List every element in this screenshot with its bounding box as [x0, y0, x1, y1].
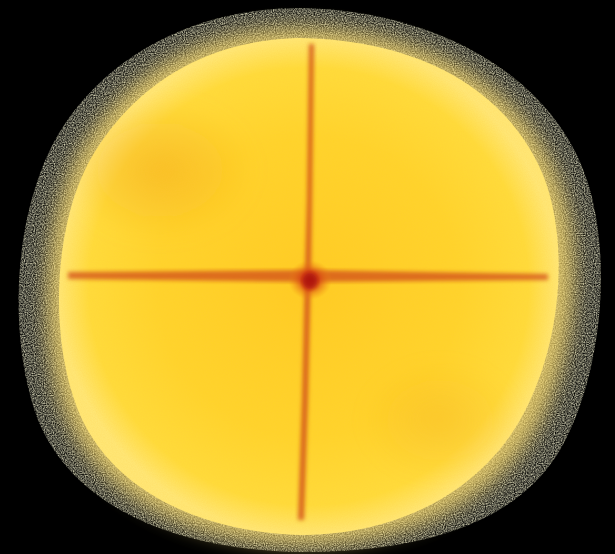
central-peak [288, 260, 332, 300]
